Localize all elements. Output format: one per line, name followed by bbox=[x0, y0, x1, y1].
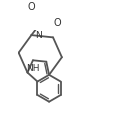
Text: NH: NH bbox=[26, 64, 40, 73]
Text: O: O bbox=[28, 2, 35, 12]
Text: N: N bbox=[35, 31, 42, 40]
Text: O: O bbox=[54, 18, 61, 28]
